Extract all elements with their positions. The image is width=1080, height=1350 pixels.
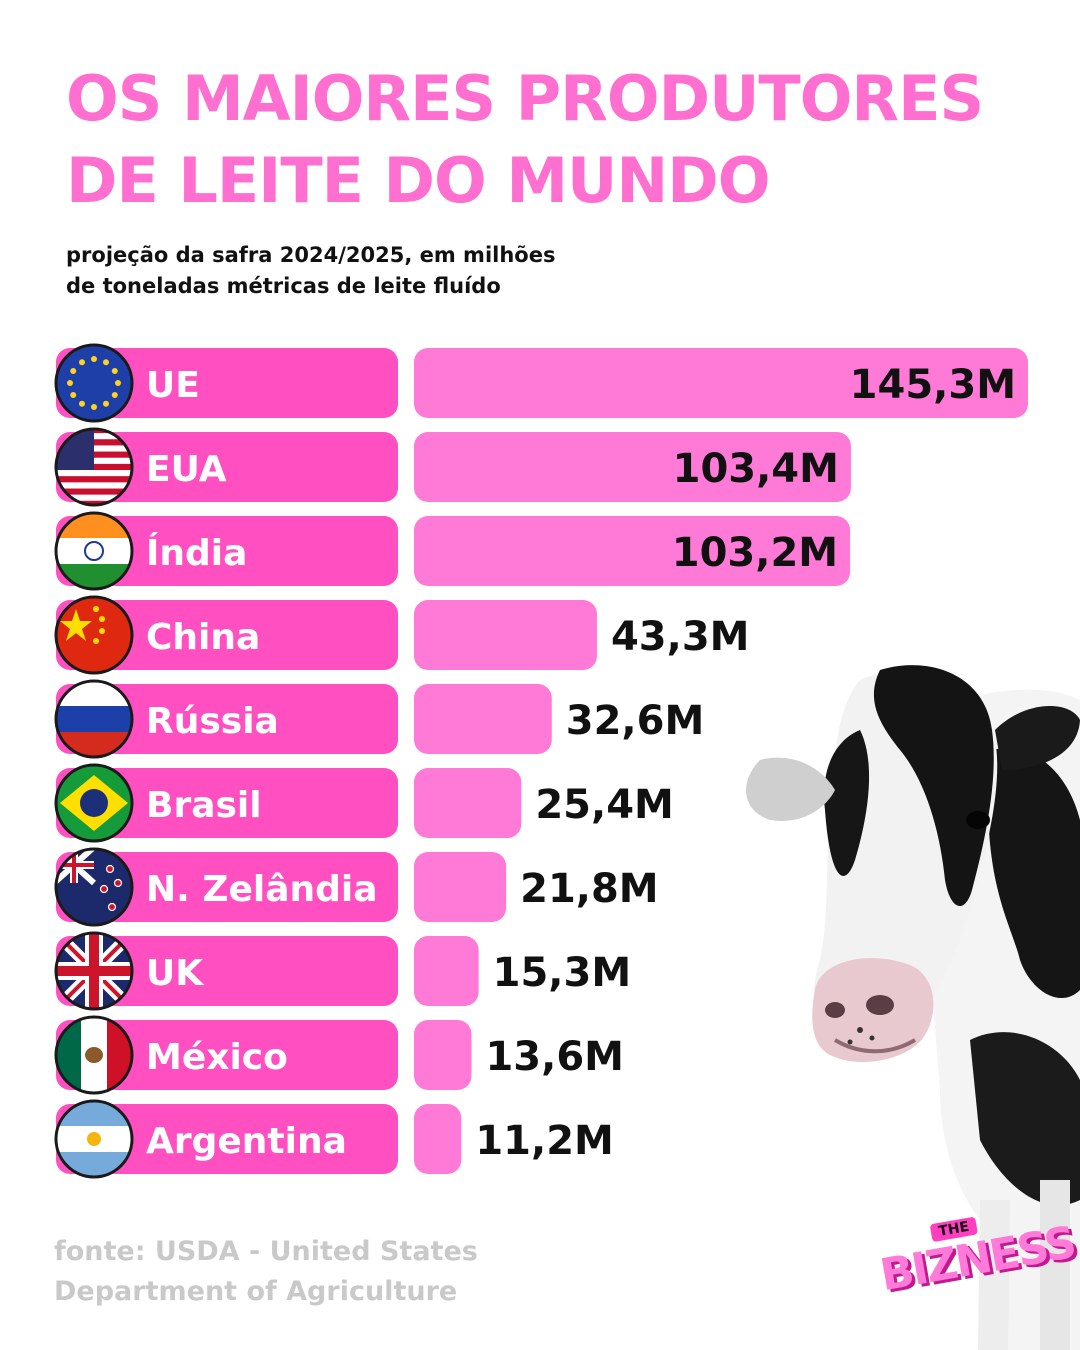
country-label-bar: [56, 1104, 398, 1174]
chart-row: China 43,3M: [54, 595, 749, 675]
subtitle-line-1: projeção da safra 2024/2025, em milhões: [66, 243, 556, 267]
category-label: Rússia: [146, 701, 279, 742]
bar-chart: UE 145,3M EUA 103,4M Índia 103,2M China 43,3M Rú…: [54, 343, 1028, 1179]
flag-border: [54, 931, 134, 1011]
flag-border: [54, 1099, 134, 1179]
country-label-bar: [56, 1020, 398, 1090]
category-label: México: [146, 1037, 288, 1078]
flag-border: [54, 343, 134, 423]
category-label: EUA: [146, 449, 227, 490]
chart-title: OS MAIORES PRODUTORES DE LEITE DO MUNDO: [66, 58, 1026, 222]
chart-row: N. Zelândia 21,8M: [54, 847, 659, 927]
usa-flag-icon: [56, 429, 132, 505]
chart-subtitle: projeção da safra 2024/2025, em milhões …: [66, 240, 706, 302]
value-bar: [414, 432, 851, 502]
eu-flag-icon: [56, 345, 132, 421]
country-label-bar: [56, 936, 398, 1006]
value-label: 15,3M: [493, 950, 632, 996]
country-label-bar: [56, 852, 398, 922]
chart-row: México 13,6M: [54, 1015, 624, 1095]
category-label: UK: [146, 953, 204, 994]
value-label: 11,2M: [475, 1118, 613, 1164]
country-label-bar: [56, 348, 398, 418]
value-label: 13,6M: [485, 1034, 624, 1080]
country-label-bar: [56, 432, 398, 502]
source-line-1: fonte: USDA - United States: [54, 1236, 478, 1267]
chart-row: Índia 103,2M: [54, 511, 851, 591]
category-label: Brasil: [146, 785, 262, 826]
flag-border: [54, 763, 134, 843]
source-line-2: Department of Agriculture: [54, 1276, 458, 1307]
value-label: 43,3M: [611, 614, 750, 660]
flag-border: [54, 847, 134, 927]
category-label: UE: [146, 365, 200, 406]
value-bar: [414, 684, 552, 754]
cow-photo: [746, 665, 1080, 1350]
value-label: 103,4M: [673, 446, 839, 492]
value-bar: [414, 1104, 462, 1174]
value-bar: [414, 1020, 472, 1090]
flag-border: [54, 1015, 134, 1095]
russia-flag-icon: [56, 681, 132, 757]
subtitle-line-2: de toneladas métricas de leite fluído: [66, 274, 501, 298]
flag-border: [54, 679, 134, 759]
value-bar: [414, 348, 1028, 418]
value-label: 103,2M: [672, 530, 838, 576]
value-bar: [414, 936, 479, 1006]
value-bar: [414, 516, 851, 586]
chart-row: Argentina 11,2M: [54, 1099, 614, 1179]
category-label: Argentina: [146, 1121, 347, 1162]
value-bar: [414, 768, 522, 838]
category-label: N. Zelândia: [146, 869, 378, 910]
country-label-bar: [56, 600, 398, 670]
country-label-bar: [56, 768, 398, 838]
flag-border: [54, 511, 134, 591]
chart-row: EUA 103,4M: [54, 427, 851, 507]
value-bar: [414, 852, 507, 922]
title-line-1: OS MAIORES PRODUTORES: [66, 62, 984, 135]
chart-row: UE 145,3M: [54, 343, 1028, 423]
value-label: 25,4M: [535, 782, 674, 828]
flag-border: [54, 427, 134, 507]
value-label: 145,3M: [850, 362, 1016, 408]
china-flag-icon: [56, 597, 132, 673]
category-label: China: [146, 617, 260, 658]
chart-row: UK 15,3M: [54, 931, 631, 1011]
value-label: 21,8M: [520, 866, 659, 912]
category-label: Índia: [146, 532, 247, 574]
chart-row: Rússia 32,6M: [54, 679, 704, 759]
title-line-2: DE LEITE DO MUNDO: [66, 144, 770, 217]
value-label: 32,6M: [566, 698, 705, 744]
brazil-flag-icon: [56, 765, 132, 841]
source-note: fonte: USDA - United States Department o…: [54, 1232, 478, 1312]
chart-row: Brasil 25,4M: [54, 763, 674, 843]
country-label-bar: [56, 516, 398, 586]
country-label-bar: [56, 684, 398, 754]
value-bar: [414, 600, 597, 670]
flag-border: [54, 595, 134, 675]
